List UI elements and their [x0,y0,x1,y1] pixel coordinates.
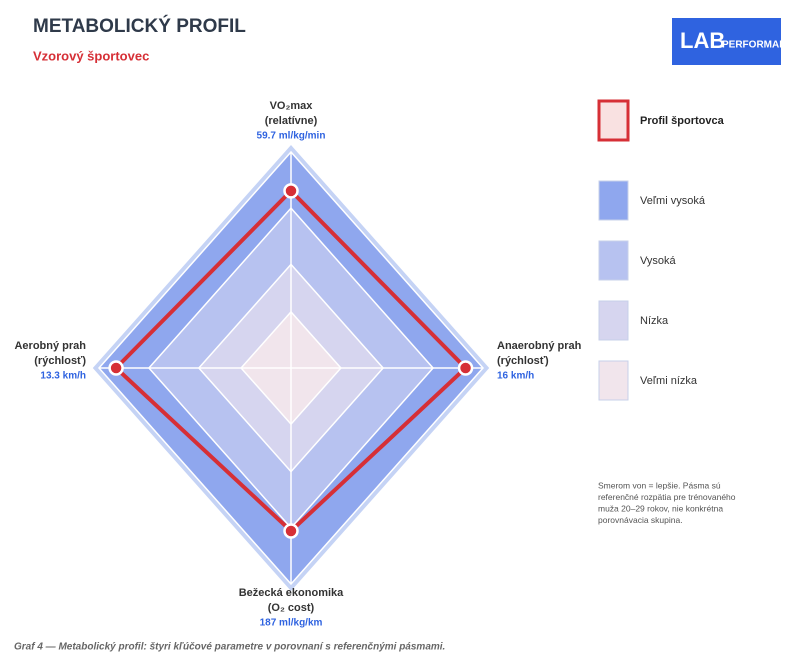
chart-title: METABOLICKÝ PROFIL [33,15,246,37]
logo-sub: PERFORMANCE [722,40,801,51]
legend-swatch [598,300,629,341]
note: porovnávacia skupina. [598,515,683,525]
axis-label: Anaerobný prah [497,340,582,352]
axis-label: Aerobný prah [14,340,86,352]
legend-swatch [598,240,629,281]
profile-point [283,523,299,539]
profile-point [108,360,124,376]
axis-label: VO₂max [270,100,314,112]
value-label: 13.3 km/h [40,371,86,382]
profile-point [283,183,299,199]
legend-label: Nízka [640,315,669,327]
note: Smerom von = lepšie. Pásma sú [598,480,721,490]
axis-label: (rýchlosť) [497,355,549,367]
caption: Graf 4 — Metabolický profil: štyri kľúčo… [14,642,445,653]
band-glow [92,144,490,592]
profile-point [457,360,474,376]
legend-label: Profil športovca [640,115,725,127]
legend-label: Vysoká [640,255,677,267]
axis-label: Bežecká ekonomika [239,587,344,599]
value-label: 187 ml/kg/km [260,618,323,629]
logo-main: LAB [680,28,725,53]
legend-swatch [598,180,629,221]
value-label: 59.7 ml/kg/min [257,131,326,142]
legend-swatch [597,99,630,142]
logo-box [672,18,781,65]
legend-label: Veľmi vysoká [640,195,706,207]
legend-label: Veľmi nízka [640,375,698,387]
value-label: 16 km/h [497,371,534,382]
axis-label: (relatívne) [265,115,318,127]
legend-swatch [598,360,629,401]
chart-subtitle: Vzorový športovec [33,48,149,63]
axis-label: (rýchlosť) [34,355,86,367]
note: referenčné rozpätia pre trénovaného [598,492,736,502]
axis-label: (O₂ cost) [268,602,315,614]
note: muža 20–29 rokov, nie konkrétna [598,503,723,513]
